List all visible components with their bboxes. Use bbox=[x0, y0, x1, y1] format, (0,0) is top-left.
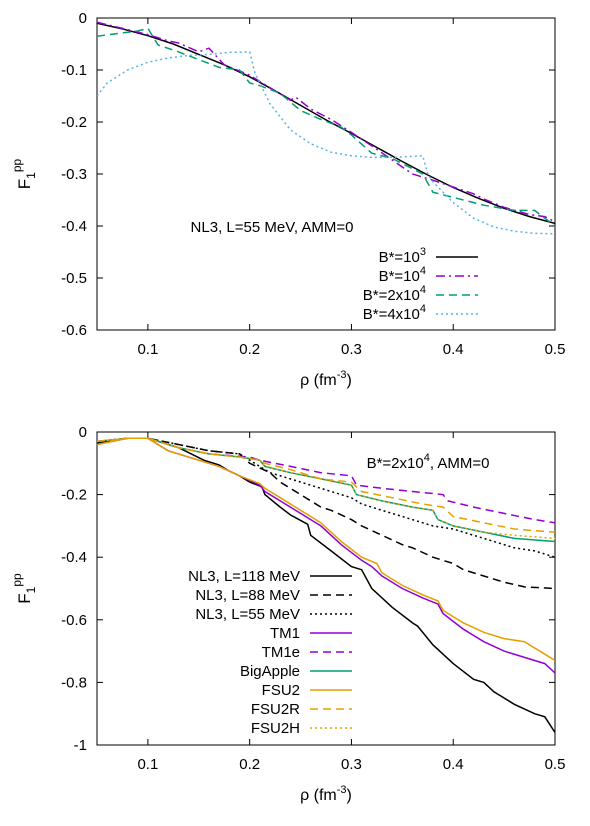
x-tick-label: 0.3 bbox=[341, 756, 362, 773]
series-line bbox=[97, 437, 555, 558]
y-tick-label: -0.8 bbox=[61, 674, 87, 691]
x-tick-label: 0.1 bbox=[137, 341, 158, 358]
series-line bbox=[97, 437, 555, 674]
series-line bbox=[97, 437, 555, 540]
y-tick-label: -0.6 bbox=[61, 322, 87, 339]
y-tick-label: 0 bbox=[79, 10, 87, 27]
x-tick-label: 0.4 bbox=[443, 341, 464, 358]
legend: NL3, L=118 MeV NL3, L=88 MeV NL3, L=55 MeV… bbox=[188, 568, 352, 737]
x-axis-label: ρ (fm-3) bbox=[300, 784, 352, 804]
x-tick-label: 0.5 bbox=[545, 341, 566, 358]
y-tick-label: -0.6 bbox=[61, 612, 87, 629]
legend-label: NL3, L=55 MeV bbox=[195, 606, 300, 623]
x-tick-label: 0.2 bbox=[239, 756, 260, 773]
chart-panel-bottom: 0.1 0.2 0.3 0.4 0.5 0 -0.2 -0.4 -0.6 -0.8 -1 ρ (fm-… bbox=[10, 424, 565, 804]
chart-annotation: NL3, L=55 MeV, AMM=0 bbox=[191, 219, 354, 236]
legend-label: BigApple bbox=[240, 663, 300, 680]
series-line bbox=[97, 437, 555, 662]
legend-label: FSU2R bbox=[251, 701, 300, 718]
x-tick-label: 0.4 bbox=[443, 756, 464, 773]
x-tick-label: 0.1 bbox=[137, 756, 158, 773]
x-axis-label: ρ (fm-3) bbox=[300, 369, 352, 389]
plot-frame bbox=[96, 431, 556, 746]
legend-label: B*=104 bbox=[379, 265, 426, 285]
y-axis-label: F1pp bbox=[10, 573, 38, 604]
series-line bbox=[97, 437, 555, 533]
x-tick-label: 0.2 bbox=[239, 341, 260, 358]
series-line bbox=[97, 437, 555, 543]
series-line bbox=[97, 437, 555, 733]
x-tick-label: 0.3 bbox=[341, 341, 362, 358]
legend-label: NL3, L=118 MeV bbox=[188, 568, 300, 585]
chart-annotation: B*=2x104, AMM=0 bbox=[367, 452, 490, 472]
chart-panel-top: 0.1 0.2 0.3 0.4 0.5 0 -0.1 -0.2 -0.3 -0.4 -0.5 -0.6… bbox=[10, 10, 565, 389]
legend-label: TM1 bbox=[270, 625, 300, 642]
y-tick-label: -0.1 bbox=[61, 62, 87, 79]
series-line bbox=[97, 27, 555, 227]
y-tick-label: -1 bbox=[74, 737, 87, 754]
y-tick-label: -0.4 bbox=[61, 549, 87, 566]
series-line bbox=[97, 437, 555, 590]
y-tick-label: 0 bbox=[79, 424, 87, 441]
legend-label: B*=103 bbox=[379, 246, 426, 266]
y-tick-label: -0.3 bbox=[61, 166, 87, 183]
series-line bbox=[97, 51, 555, 235]
legend-label: TM1e bbox=[262, 644, 300, 661]
x-tick-label: 0.5 bbox=[545, 756, 566, 773]
y-tick-label: -0.5 bbox=[61, 270, 87, 287]
y-tick-label: -0.2 bbox=[61, 114, 87, 131]
y-tick-label: -0.2 bbox=[61, 487, 87, 504]
legend-label: B*=4x104 bbox=[363, 303, 426, 323]
legend-label: NL3, L=88 MeV bbox=[195, 587, 300, 604]
legend-label: B*=2x104 bbox=[363, 284, 426, 304]
y-tick-label: -0.4 bbox=[61, 218, 87, 235]
legend-label: FSU2H bbox=[251, 720, 300, 737]
y-axis-label: F1pp bbox=[10, 158, 38, 189]
series-line bbox=[97, 22, 555, 225]
series-lines bbox=[97, 437, 555, 733]
series-lines bbox=[97, 21, 555, 235]
legend-label: FSU2 bbox=[262, 682, 300, 699]
series-line bbox=[97, 21, 555, 223]
plot-frame bbox=[96, 17, 556, 331]
